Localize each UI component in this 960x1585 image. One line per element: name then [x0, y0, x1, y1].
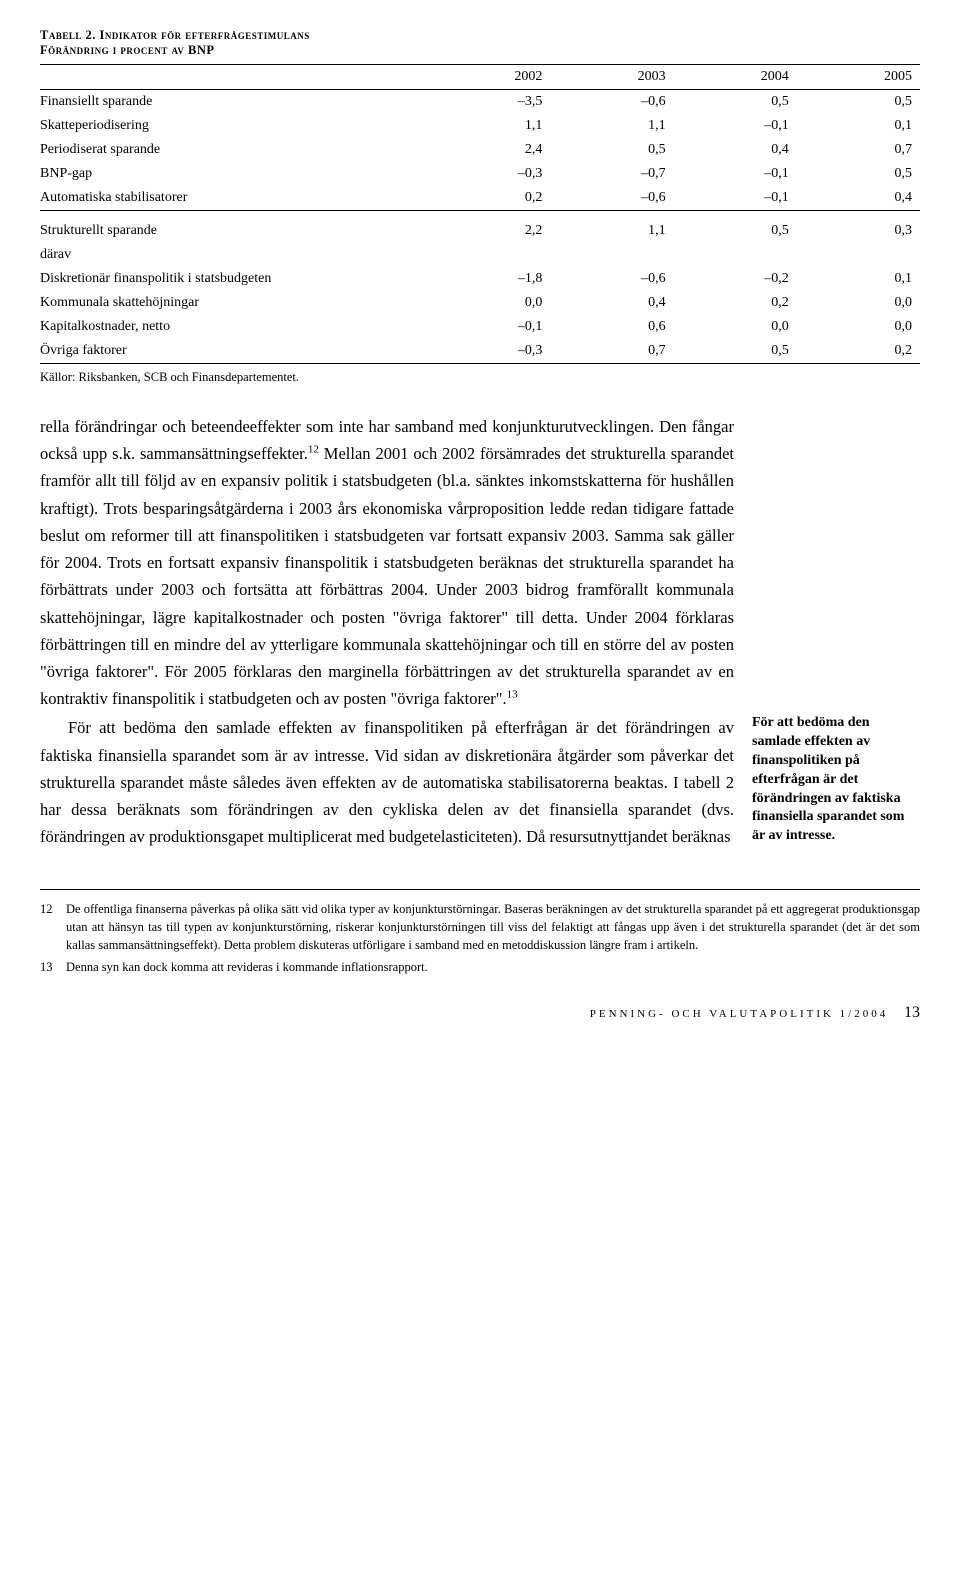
table-row: Periodiserat sparande2,40,50,40,7 [40, 138, 920, 162]
cell-value: 0,0 [674, 315, 797, 339]
row-label: Kapitalkostnader, netto [40, 315, 427, 339]
footnote-num: 12 [40, 900, 58, 954]
margin-note-text: För att bedöma den samlade effekten av f… [752, 714, 920, 846]
paragraph-1: rella förändringar och beteendeeffekter … [40, 413, 734, 712]
table-title-text: Indikator för efterfrågestimulans [96, 28, 310, 42]
cell-value: 0,2 [797, 339, 920, 364]
table-row: Övriga faktorer–0,30,70,50,2 [40, 339, 920, 364]
table-subtitle: Förändring i procent av BNP [40, 43, 920, 58]
cell-value: 0,3 [797, 219, 920, 243]
cell-value: –0,7 [550, 162, 673, 186]
footnote-text: De offentliga finanserna påverkas på oli… [66, 900, 920, 954]
table-row: Automatiska stabilisatorer0,2–0,6–0,10,4 [40, 186, 920, 211]
cell-value: –0,1 [427, 315, 550, 339]
table-row: därav [40, 243, 920, 267]
content-row: rella förändringar och beteendeeffekter … [40, 413, 920, 853]
footnote-12: 12 De offentliga finanserna påverkas på … [40, 900, 920, 954]
row-label: Strukturellt sparande [40, 219, 427, 243]
col-year: 2004 [674, 65, 797, 90]
cell-value: 0,0 [797, 315, 920, 339]
footnote-ref-12: 12 [308, 444, 319, 456]
footnote-text: Denna syn kan dock komma att revideras i… [66, 958, 920, 976]
cell-value [674, 243, 797, 267]
cell-value: 0,5 [674, 219, 797, 243]
cell-value: 2,2 [427, 219, 550, 243]
cell-value: 0,2 [427, 186, 550, 211]
row-label: Diskretionär finanspolitik i statsbudget… [40, 267, 427, 291]
row-label: därav [40, 243, 427, 267]
cell-value [797, 243, 920, 267]
cell-value: 1,1 [427, 114, 550, 138]
row-label: BNP-gap [40, 162, 427, 186]
cell-value: 0,0 [427, 291, 550, 315]
row-label: Finansiellt sparande [40, 90, 427, 115]
footnotes: 12 De offentliga finanserna påverkas på … [40, 889, 920, 977]
cell-value [427, 243, 550, 267]
paragraph-2: För att bedöma den samlade effekten av f… [40, 714, 734, 850]
table-row: Kapitalkostnader, netto–0,10,60,00,0 [40, 315, 920, 339]
col-year: 2003 [550, 65, 673, 90]
footnote-num: 13 [40, 958, 58, 976]
footnote-ref-13: 13 [507, 689, 518, 701]
table-number: Tabell 2. [40, 28, 96, 42]
cell-value: 0,4 [797, 186, 920, 211]
table-row: Diskretionär finanspolitik i statsbudget… [40, 267, 920, 291]
cell-value: –3,5 [427, 90, 550, 115]
row-label: Övriga faktorer [40, 339, 427, 364]
cell-value: 0,5 [550, 138, 673, 162]
cell-value: 0,1 [797, 114, 920, 138]
cell-value: –0,2 [674, 267, 797, 291]
page-footer: PENNING- OCH VALUTAPOLITIK 1/2004 13 [40, 1004, 920, 1022]
cell-value: –0,1 [674, 162, 797, 186]
cell-value: 2,4 [427, 138, 550, 162]
table-row: Finansiellt sparande–3,5–0,60,50,5 [40, 90, 920, 115]
cell-value: 0,5 [797, 90, 920, 115]
cell-value [550, 243, 673, 267]
cell-value: 0,5 [797, 162, 920, 186]
cell-value: 0,4 [674, 138, 797, 162]
body-text: rella förändringar och beteendeeffekter … [40, 413, 734, 853]
cell-value: 0,1 [797, 267, 920, 291]
cell-value: –1,8 [427, 267, 550, 291]
cell-value: –0,1 [674, 186, 797, 211]
cell-value: –0,1 [674, 114, 797, 138]
cell-value: 0,7 [797, 138, 920, 162]
cell-value: 0,2 [674, 291, 797, 315]
table-block: Tabell 2. Indikator för efterfrågestimul… [40, 28, 920, 385]
cell-value: 0,6 [550, 315, 673, 339]
row-label: Kommunala skattehöjningar [40, 291, 427, 315]
cell-value: 0,5 [674, 90, 797, 115]
table-row: Kommunala skattehöjningar0,00,40,20,0 [40, 291, 920, 315]
table-row: BNP-gap–0,3–0,7–0,10,5 [40, 162, 920, 186]
cell-value: –0,6 [550, 267, 673, 291]
cell-value: –0,3 [427, 162, 550, 186]
table-row: Strukturellt sparande2,21,10,50,3 [40, 219, 920, 243]
cell-value: 0,0 [797, 291, 920, 315]
cell-value: 0,7 [550, 339, 673, 364]
table-title: Tabell 2. Indikator för efterfrågestimul… [40, 28, 920, 43]
cell-value: 0,4 [550, 291, 673, 315]
row-label: Automatiska stabilisatorer [40, 186, 427, 211]
row-label: Periodiserat sparande [40, 138, 427, 162]
cell-value: –0,6 [550, 186, 673, 211]
col-year: 2002 [427, 65, 550, 90]
col-year: 2005 [797, 65, 920, 90]
journal-name: PENNING- OCH VALUTAPOLITIK 1/2004 [590, 1008, 888, 1020]
cell-value: 0,5 [674, 339, 797, 364]
row-label: Skatteperiodisering [40, 114, 427, 138]
table-row: Skatteperiodisering1,11,1–0,10,1 [40, 114, 920, 138]
page-number: 13 [904, 1004, 920, 1021]
cell-value: 1,1 [550, 114, 673, 138]
margin-note: För att bedöma den samlade effekten av f… [752, 413, 920, 846]
table-header-row: 2002 2003 2004 2005 [40, 65, 920, 90]
page: Tabell 2. Indikator för efterfrågestimul… [0, 0, 960, 1046]
cell-value: –0,6 [550, 90, 673, 115]
table-sources: Källor: Riksbanken, SCB och Finansdepart… [40, 370, 920, 385]
cell-value: –0,3 [427, 339, 550, 364]
data-table: 2002 2003 2004 2005 Finansiellt sparande… [40, 64, 920, 364]
cell-value: 1,1 [550, 219, 673, 243]
footnote-13: 13 Denna syn kan dock komma att revidera… [40, 958, 920, 976]
